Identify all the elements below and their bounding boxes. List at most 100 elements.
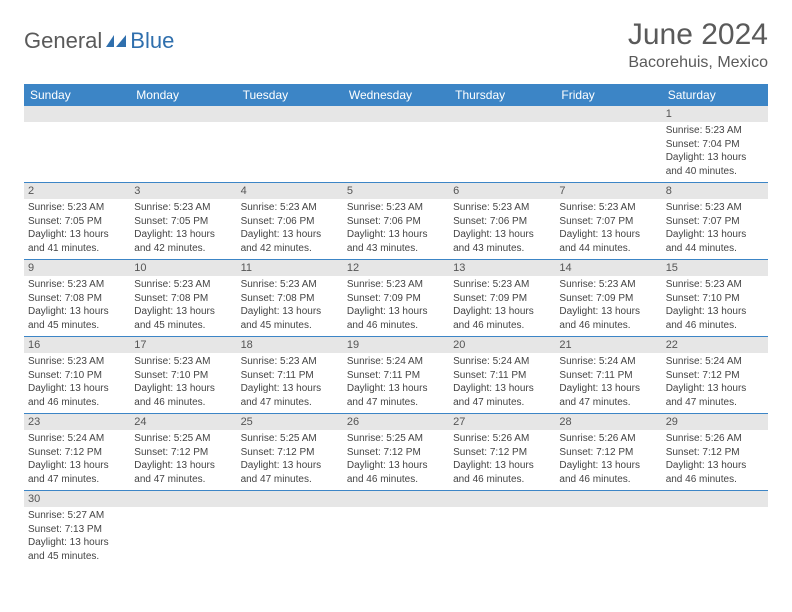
month-title: June 2024 [628, 18, 768, 52]
day-data: Sunrise: 5:23 AMSunset: 7:10 PMDaylight:… [24, 353, 130, 413]
day-data: Sunrise: 5:23 AMSunset: 7:04 PMDaylight:… [662, 122, 768, 182]
day-number: 15 [662, 260, 768, 276]
calendar-day-cell [449, 491, 555, 568]
sunset-line: Sunset: 7:06 PM [347, 215, 445, 229]
day-number: 28 [555, 414, 661, 430]
sunrise-line: Sunrise: 5:26 AM [666, 432, 764, 446]
calendar-day-cell: 13Sunrise: 5:23 AMSunset: 7:09 PMDayligh… [449, 260, 555, 337]
calendar-day-cell: 26Sunrise: 5:25 AMSunset: 7:12 PMDayligh… [343, 414, 449, 491]
sunset-line: Sunset: 7:13 PM [28, 523, 126, 537]
logo-text-blue: Blue [130, 28, 174, 54]
sunset-line: Sunset: 7:08 PM [241, 292, 339, 306]
day-data: Sunrise: 5:23 AMSunset: 7:06 PMDaylight:… [449, 199, 555, 259]
calendar-day-cell [343, 106, 449, 183]
day-data: Sunrise: 5:23 AMSunset: 7:10 PMDaylight:… [130, 353, 236, 413]
day-number: 6 [449, 183, 555, 199]
daylight-line: Daylight: 13 hours and 46 minutes. [666, 459, 764, 486]
sunrise-line: Sunrise: 5:23 AM [347, 278, 445, 292]
day-data: Sunrise: 5:24 AMSunset: 7:12 PMDaylight:… [24, 430, 130, 490]
calendar-day-cell [130, 491, 236, 568]
day-number [662, 491, 768, 507]
calendar-table: Sunday Monday Tuesday Wednesday Thursday… [24, 84, 768, 567]
day-number: 22 [662, 337, 768, 353]
calendar-day-cell: 24Sunrise: 5:25 AMSunset: 7:12 PMDayligh… [130, 414, 236, 491]
day-number: 30 [24, 491, 130, 507]
sunset-line: Sunset: 7:12 PM [241, 446, 339, 460]
day-data: Sunrise: 5:23 AMSunset: 7:06 PMDaylight:… [343, 199, 449, 259]
sunrise-line: Sunrise: 5:24 AM [453, 355, 551, 369]
daylight-line: Daylight: 13 hours and 44 minutes. [666, 228, 764, 255]
calendar-week-row: 9Sunrise: 5:23 AMSunset: 7:08 PMDaylight… [24, 260, 768, 337]
day-number: 10 [130, 260, 236, 276]
day-data: Sunrise: 5:24 AMSunset: 7:11 PMDaylight:… [343, 353, 449, 413]
calendar-day-cell: 7Sunrise: 5:23 AMSunset: 7:07 PMDaylight… [555, 183, 661, 260]
weekday-header: Friday [555, 84, 661, 106]
sunset-line: Sunset: 7:12 PM [347, 446, 445, 460]
sunset-line: Sunset: 7:07 PM [666, 215, 764, 229]
day-data: Sunrise: 5:23 AMSunset: 7:08 PMDaylight:… [237, 276, 343, 336]
calendar-day-cell: 10Sunrise: 5:23 AMSunset: 7:08 PMDayligh… [130, 260, 236, 337]
daylight-line: Daylight: 13 hours and 47 minutes. [347, 382, 445, 409]
weekday-header: Thursday [449, 84, 555, 106]
calendar-day-cell: 25Sunrise: 5:25 AMSunset: 7:12 PMDayligh… [237, 414, 343, 491]
day-number: 4 [237, 183, 343, 199]
calendar-day-cell: 4Sunrise: 5:23 AMSunset: 7:06 PMDaylight… [237, 183, 343, 260]
calendar-day-cell: 9Sunrise: 5:23 AMSunset: 7:08 PMDaylight… [24, 260, 130, 337]
day-number: 12 [343, 260, 449, 276]
sunset-line: Sunset: 7:11 PM [241, 369, 339, 383]
calendar-day-cell: 29Sunrise: 5:26 AMSunset: 7:12 PMDayligh… [662, 414, 768, 491]
daylight-line: Daylight: 13 hours and 47 minutes. [241, 382, 339, 409]
daylight-line: Daylight: 13 hours and 46 minutes. [453, 305, 551, 332]
sunrise-line: Sunrise: 5:23 AM [347, 201, 445, 215]
day-number [24, 106, 130, 122]
calendar-week-row: 23Sunrise: 5:24 AMSunset: 7:12 PMDayligh… [24, 414, 768, 491]
sunrise-line: Sunrise: 5:27 AM [28, 509, 126, 523]
calendar-week-row: 1Sunrise: 5:23 AMSunset: 7:04 PMDaylight… [24, 106, 768, 183]
day-data: Sunrise: 5:23 AMSunset: 7:11 PMDaylight:… [237, 353, 343, 413]
day-number: 24 [130, 414, 236, 430]
weekday-header: Saturday [662, 84, 768, 106]
calendar-day-cell: 6Sunrise: 5:23 AMSunset: 7:06 PMDaylight… [449, 183, 555, 260]
calendar-day-cell [343, 491, 449, 568]
sunset-line: Sunset: 7:12 PM [666, 369, 764, 383]
sunrise-line: Sunrise: 5:23 AM [666, 124, 764, 138]
calendar-week-row: 16Sunrise: 5:23 AMSunset: 7:10 PMDayligh… [24, 337, 768, 414]
calendar-day-cell [555, 491, 661, 568]
daylight-line: Daylight: 13 hours and 45 minutes. [28, 305, 126, 332]
daylight-line: Daylight: 13 hours and 43 minutes. [453, 228, 551, 255]
day-number: 27 [449, 414, 555, 430]
calendar-day-cell [555, 106, 661, 183]
sunrise-line: Sunrise: 5:24 AM [559, 355, 657, 369]
day-data: Sunrise: 5:24 AMSunset: 7:12 PMDaylight:… [662, 353, 768, 413]
sunset-line: Sunset: 7:11 PM [453, 369, 551, 383]
daylight-line: Daylight: 13 hours and 47 minutes. [134, 459, 232, 486]
calendar-day-cell: 14Sunrise: 5:23 AMSunset: 7:09 PMDayligh… [555, 260, 661, 337]
day-number: 23 [24, 414, 130, 430]
sunrise-line: Sunrise: 5:24 AM [347, 355, 445, 369]
sunset-line: Sunset: 7:12 PM [666, 446, 764, 460]
calendar-day-cell [449, 106, 555, 183]
daylight-line: Daylight: 13 hours and 47 minutes. [241, 459, 339, 486]
day-data: Sunrise: 5:25 AMSunset: 7:12 PMDaylight:… [237, 430, 343, 490]
sunrise-line: Sunrise: 5:25 AM [347, 432, 445, 446]
day-data: Sunrise: 5:26 AMSunset: 7:12 PMDaylight:… [555, 430, 661, 490]
sunset-line: Sunset: 7:06 PM [453, 215, 551, 229]
sunrise-line: Sunrise: 5:23 AM [666, 278, 764, 292]
calendar-day-cell: 28Sunrise: 5:26 AMSunset: 7:12 PMDayligh… [555, 414, 661, 491]
day-number: 21 [555, 337, 661, 353]
day-number: 7 [555, 183, 661, 199]
sunset-line: Sunset: 7:10 PM [666, 292, 764, 306]
day-data: Sunrise: 5:26 AMSunset: 7:12 PMDaylight:… [662, 430, 768, 490]
daylight-line: Daylight: 13 hours and 46 minutes. [28, 382, 126, 409]
sunrise-line: Sunrise: 5:23 AM [134, 201, 232, 215]
sunrise-line: Sunrise: 5:24 AM [666, 355, 764, 369]
sunrise-line: Sunrise: 5:23 AM [453, 201, 551, 215]
calendar-day-cell [130, 106, 236, 183]
sunrise-line: Sunrise: 5:24 AM [28, 432, 126, 446]
daylight-line: Daylight: 13 hours and 46 minutes. [559, 305, 657, 332]
sunset-line: Sunset: 7:10 PM [28, 369, 126, 383]
day-number: 13 [449, 260, 555, 276]
day-data: Sunrise: 5:23 AMSunset: 7:09 PMDaylight:… [555, 276, 661, 336]
day-number: 29 [662, 414, 768, 430]
calendar-day-cell [662, 491, 768, 568]
